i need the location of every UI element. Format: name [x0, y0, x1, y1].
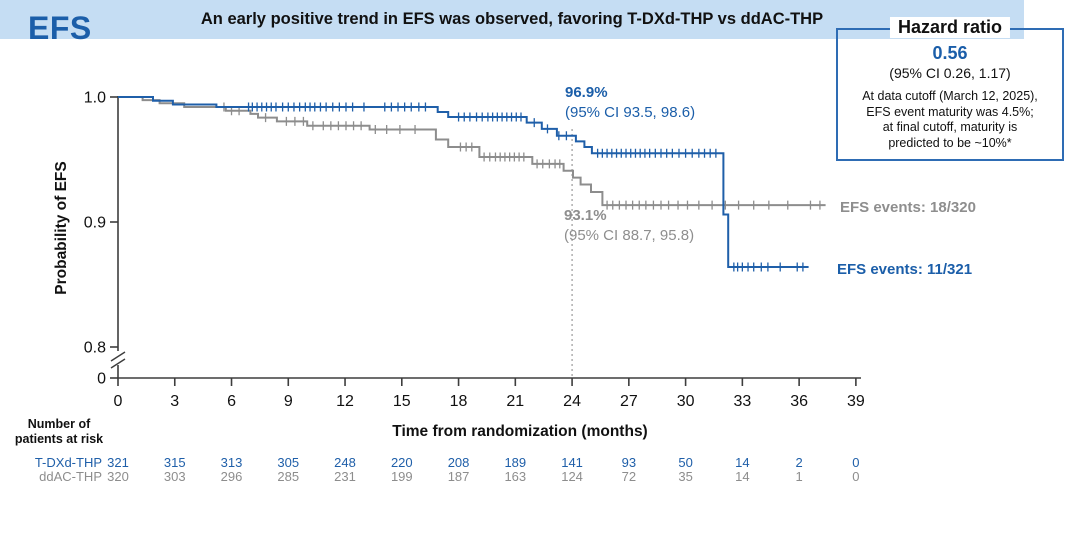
at-risk-value: 208 — [447, 455, 470, 470]
axis-break-slash — [110, 351, 126, 362]
at-risk-value: 35 — [678, 469, 693, 484]
y-tick-label: 0 — [97, 371, 106, 388]
at-risk-value: 187 — [447, 469, 470, 484]
y-tick-label: 0.8 — [84, 340, 106, 357]
at-risk-row-label: ddAC-THP — [39, 469, 102, 484]
at-risk-row-t-dxd-thp: T-DXd-THP 321 315 313 305 248 220 208 189 141 93 50… — [0, 456, 1080, 470]
at-risk-value: 163 — [504, 469, 527, 484]
landmark-value-tdxd-thp: 96.9% — [565, 84, 608, 101]
y-tick-label: 0.9 — [84, 215, 106, 232]
at-risk-value: 124 — [561, 469, 583, 484]
at-risk-value: 320 — [107, 469, 129, 484]
y-axis-title: Probability of EFS — [53, 161, 70, 295]
x-tick-label: 39 — [847, 393, 865, 410]
events-label-ddac-thp: EFS events: 18/320 — [840, 199, 976, 216]
km-curve-t-dxd-thp — [118, 96, 809, 268]
at-risk-value: 189 — [504, 455, 527, 470]
x-tick-label: 21 — [506, 393, 524, 410]
hazard-ratio-title: Hazard ratio — [889, 17, 1011, 38]
hazard-ratio-ci: (95% CI 0.26, 1.17) — [889, 65, 1011, 81]
at-risk-row-label: T-DXd-THP — [34, 455, 102, 470]
events-label-tdxd-thp: EFS events: 11/321 — [837, 261, 973, 278]
at-risk-value: 220 — [390, 455, 413, 470]
axis-break-slash — [110, 358, 126, 369]
x-tick-label: 24 — [563, 393, 581, 410]
x-tick-label: 0 — [114, 393, 123, 410]
key-message-banner: An early positive trend in EFS was obser… — [0, 0, 1024, 39]
at-risk-value: 93 — [621, 455, 637, 470]
x-tick-label: 18 — [450, 393, 468, 410]
at-risk-value: 14 — [735, 469, 750, 484]
landmark-ci-tdxd-thp: (95% CI 93.5, 98.6) — [565, 104, 696, 121]
at-risk-value: 296 — [220, 469, 243, 484]
x-tick-label: 33 — [733, 393, 751, 410]
at-risk-value: 305 — [277, 455, 300, 470]
at-risk-value: 0 — [852, 469, 860, 484]
at-risk-value: 285 — [277, 469, 300, 484]
hazard-ratio-box: Hazard ratio 0.56 (95% CI 0.26, 1.17) At… — [836, 17, 1064, 161]
at-risk-value: 2 — [795, 455, 803, 470]
at-risk-value: 14 — [735, 455, 750, 470]
at-risk-value: 199 — [390, 469, 413, 484]
x-tick-label: 27 — [620, 393, 638, 410]
y-tick-label: 1.0 — [84, 90, 106, 107]
at-risk-row-ddac-thp: ddAC-THP 320 303 296 285 231 199 187 163 124 72 35 1… — [0, 470, 1080, 484]
at-risk-value: 315 — [163, 455, 186, 470]
at-risk-value: 0 — [852, 455, 860, 470]
at-risk-value: 303 — [163, 469, 186, 484]
at-risk-value: 248 — [334, 455, 356, 470]
landmark-value-ddac-thp: 93.1% — [564, 207, 607, 224]
km-curve-ddac-thp — [118, 96, 826, 207]
at-risk-value: 1 — [795, 469, 803, 484]
x-tick-label: 30 — [677, 393, 695, 410]
landmark-annotation-ddac-thp: 93.1% (95% CI 88.7, 95.8) — [564, 206, 694, 246]
x-tick-label: 36 — [790, 393, 808, 410]
x-tick-label: 15 — [393, 393, 411, 410]
at-risk-value: 321 — [107, 455, 129, 470]
at-risk-value: 231 — [334, 469, 356, 484]
landmark-annotation-tdxd-thp: 96.9% (95% CI 93.5, 98.6) — [565, 83, 695, 123]
at-risk-value: 72 — [621, 469, 637, 484]
at-risk-value: 50 — [678, 455, 693, 470]
hazard-ratio-note: At data cutoff (March 12, 2025), EFS eve… — [862, 89, 1038, 150]
hazard-ratio-value: 0.56 — [932, 43, 968, 63]
x-tick-label: 3 — [170, 393, 179, 410]
x-tick-label: 6 — [227, 393, 236, 410]
x-tick-label: 12 — [336, 393, 354, 410]
x-tick-label: 9 — [284, 393, 293, 410]
at-risk-header: Number of patients at risk — [14, 417, 104, 446]
x-axis-title: Time from randomization (months) — [392, 423, 648, 440]
at-risk-value: 313 — [220, 455, 243, 470]
page-title: EFS — [28, 10, 92, 46]
at-risk-value: 141 — [561, 455, 583, 470]
landmark-ci-ddac-thp: (95% CI 88.7, 95.8) — [564, 227, 695, 244]
